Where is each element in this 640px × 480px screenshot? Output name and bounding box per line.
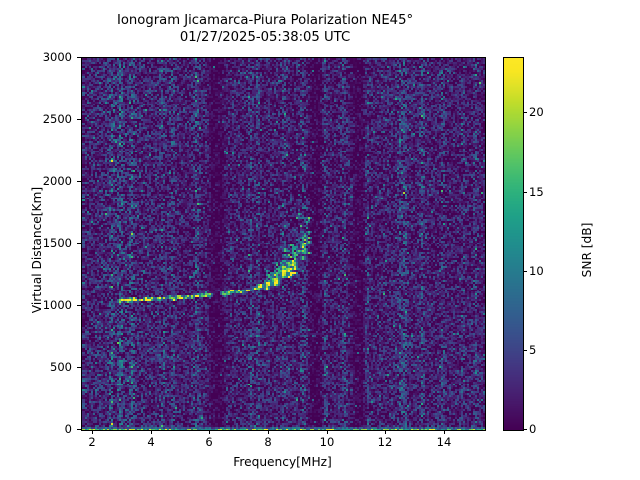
x-tick-label: 12	[377, 435, 393, 449]
x-tick-mark	[385, 430, 386, 434]
x-tick-mark	[209, 430, 210, 434]
y-tick-label: 1000	[42, 298, 72, 312]
colorbar-tick-mark	[523, 112, 527, 113]
y-tick-mark	[77, 119, 81, 120]
y-tick-label: 500	[50, 360, 72, 374]
y-tick-label: 2000	[42, 174, 72, 188]
colorbar-gradient	[504, 58, 523, 430]
colorbar-tick-label: 15	[529, 185, 544, 199]
y-tick-mark	[77, 367, 81, 368]
title-line-1: Ionogram Jicamarca-Piura Polarization NE…	[116, 13, 414, 28]
x-tick-label: 2	[88, 435, 96, 449]
x-tick-label: 6	[205, 435, 213, 449]
title-line-2: 01/27/2025-05:38:05 UTC	[179, 30, 351, 46]
ionogram-axes	[81, 57, 486, 431]
x-axis-label: Frequency[MHz]	[233, 455, 332, 469]
x-tick-mark	[268, 430, 269, 434]
colorbar-tick-mark	[523, 271, 527, 272]
colorbar-tick-label: 5	[529, 343, 537, 357]
x-tick-mark	[444, 430, 445, 434]
y-tick-mark	[77, 181, 81, 182]
x-tick-label: 8	[264, 435, 272, 449]
x-tick-mark	[151, 430, 152, 434]
y-tick-label: 2500	[42, 112, 72, 126]
y-tick-mark	[77, 243, 81, 244]
colorbar-tick-label: 10	[529, 264, 544, 278]
colorbar-label: SNR [dB]	[580, 222, 594, 278]
ionogram-heatmap	[82, 58, 485, 430]
y-tick-label: 0	[64, 422, 72, 436]
y-tick-mark	[77, 429, 81, 430]
colorbar-tick-mark	[523, 350, 527, 351]
y-tick-label: 3000	[42, 50, 72, 64]
x-tick-mark	[92, 430, 93, 434]
y-tick-mark	[77, 305, 81, 306]
x-tick-label: 10	[319, 435, 335, 449]
colorbar-tick-label: 20	[529, 105, 544, 119]
y-tick-label: 1500	[42, 236, 72, 250]
x-tick-label: 14	[436, 435, 452, 449]
colorbar	[503, 57, 524, 431]
colorbar-tick-mark	[523, 429, 527, 430]
colorbar-tick-label: 0	[529, 422, 537, 436]
y-tick-mark	[77, 57, 81, 58]
x-tick-label: 4	[147, 435, 155, 449]
x-tick-mark	[327, 430, 328, 434]
y-axis-label: Virtual Distance[Km]	[30, 186, 44, 314]
colorbar-tick-mark	[523, 192, 527, 193]
plot-title: Ionogram Jicamarca-Piura Polarization NE…	[0, 12, 530, 46]
